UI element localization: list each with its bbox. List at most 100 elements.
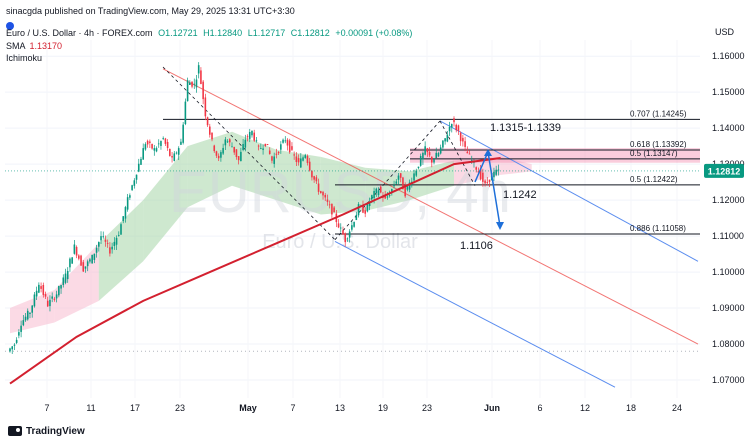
candle-body (58, 285, 60, 296)
symbol-line[interactable]: Euro / U.S. Dollar · 4h · FOREX.com (6, 28, 153, 38)
candle-body (171, 156, 173, 158)
current-price-badge (704, 163, 744, 178)
candle-body (271, 156, 273, 161)
candle-body (277, 151, 280, 154)
candle-body (177, 148, 180, 155)
candle-body (437, 153, 440, 157)
candle-body (466, 151, 469, 154)
time-tick-label: 19 (378, 403, 388, 413)
price-tick-label: 1.08000 (712, 339, 745, 349)
candle-body (286, 139, 289, 146)
fib-levels[interactable]: 0.707 (1.14245) 0.618 (1.13392)0.5 (1.131… (163, 109, 700, 235)
zone-label: 1.1315-1.1339 (490, 122, 561, 134)
candle-body (371, 195, 373, 200)
candle-body (226, 141, 229, 143)
candle-body (268, 150, 271, 155)
candle-body (211, 132, 213, 140)
candle-body (104, 239, 107, 242)
watermark-name: Euro / U.S. Dollar (262, 231, 418, 253)
candle-body (488, 179, 491, 182)
candle-body (242, 143, 244, 150)
dashed-leg (334, 120, 441, 240)
candle-body (377, 190, 380, 196)
candle-body (209, 126, 211, 135)
candle-body (397, 175, 400, 180)
candle-body (126, 197, 129, 210)
time-tick-label: 6 (537, 403, 542, 413)
time-tick-label: 23 (422, 403, 432, 413)
candle-body (328, 204, 331, 206)
candle-body (231, 146, 233, 148)
footer-brand: TradingView (8, 426, 85, 437)
candle-body (284, 140, 287, 142)
candle-body (26, 310, 29, 320)
candle-body (113, 241, 116, 246)
candle-body (162, 138, 164, 139)
candle-body (282, 139, 284, 143)
dashed-leg (162, 66, 336, 240)
candle-body (317, 183, 320, 192)
time-tick-label: May (239, 403, 257, 413)
candle-body (348, 231, 351, 238)
candle-body (315, 177, 318, 182)
time-tick-label: 7 (290, 403, 295, 413)
candle-body (9, 348, 11, 352)
candles (9, 62, 500, 354)
time-tick-label: 23 (175, 403, 185, 413)
ohlc-low: L1.12717 (247, 28, 286, 38)
trend-channel[interactable] (162, 66, 699, 388)
sma-legend[interactable]: SMA 1.13170 (6, 41, 62, 51)
candle-body (495, 169, 497, 175)
candle-body (137, 163, 140, 172)
candle-body (93, 253, 96, 260)
candle-body (402, 177, 404, 190)
candle-body (240, 151, 242, 162)
candle-body (497, 169, 500, 171)
candle-body (333, 207, 335, 213)
cloud-segment (143, 146, 188, 262)
channel-upper-line (439, 120, 699, 262)
ichimoku-legend[interactable]: Ichimoku (6, 53, 43, 63)
candle-body (399, 173, 402, 178)
candle-body (151, 143, 153, 149)
candle-body (55, 294, 58, 299)
candle-body (364, 210, 366, 214)
candle-body (413, 173, 415, 181)
candle-body (89, 259, 91, 262)
cloud-segment (409, 160, 454, 201)
candle-body (182, 124, 184, 143)
candle-body (197, 65, 200, 74)
candle-body (38, 284, 40, 293)
candle-body (431, 156, 433, 163)
ohlc-change: +0.00091 (+0.08%) (335, 28, 413, 38)
price-axis-bg (703, 38, 751, 406)
candle-body (475, 167, 477, 170)
candle-body (331, 203, 333, 215)
candle-body (117, 234, 120, 236)
annotations: 1.1242 1.1106 (460, 149, 537, 252)
price-tick-label: 1.09000 (712, 303, 745, 313)
candle-body (459, 132, 462, 142)
candle-body (306, 155, 309, 163)
price-tick-label: 1.16000 (712, 51, 745, 61)
candle-body (115, 237, 118, 245)
currency-label[interactable]: USD (715, 27, 735, 37)
candle-body (373, 191, 375, 199)
candle-body (482, 172, 484, 182)
candle-body (395, 181, 398, 184)
candle-body (297, 158, 300, 163)
candle-body (193, 83, 196, 85)
candle-body (106, 242, 109, 244)
cloud-segment (500, 156, 532, 175)
time-tick-label: 12 (580, 403, 590, 413)
candle-body (40, 286, 42, 289)
sma-value: 1.13170 (29, 41, 63, 51)
candle-body (157, 143, 160, 145)
candle-body (213, 145, 216, 152)
price-axis[interactable]: 1.160001.150001.140001.130001.120001.110… (5, 38, 751, 406)
annotation-1-1106: 1.1106 (460, 240, 493, 252)
candle-body (337, 223, 340, 228)
candle-body (308, 161, 311, 171)
time-axis[interactable]: 7 11 17 23 May 7 13 19 23 Jun 6 12 18 24 (44, 403, 682, 413)
